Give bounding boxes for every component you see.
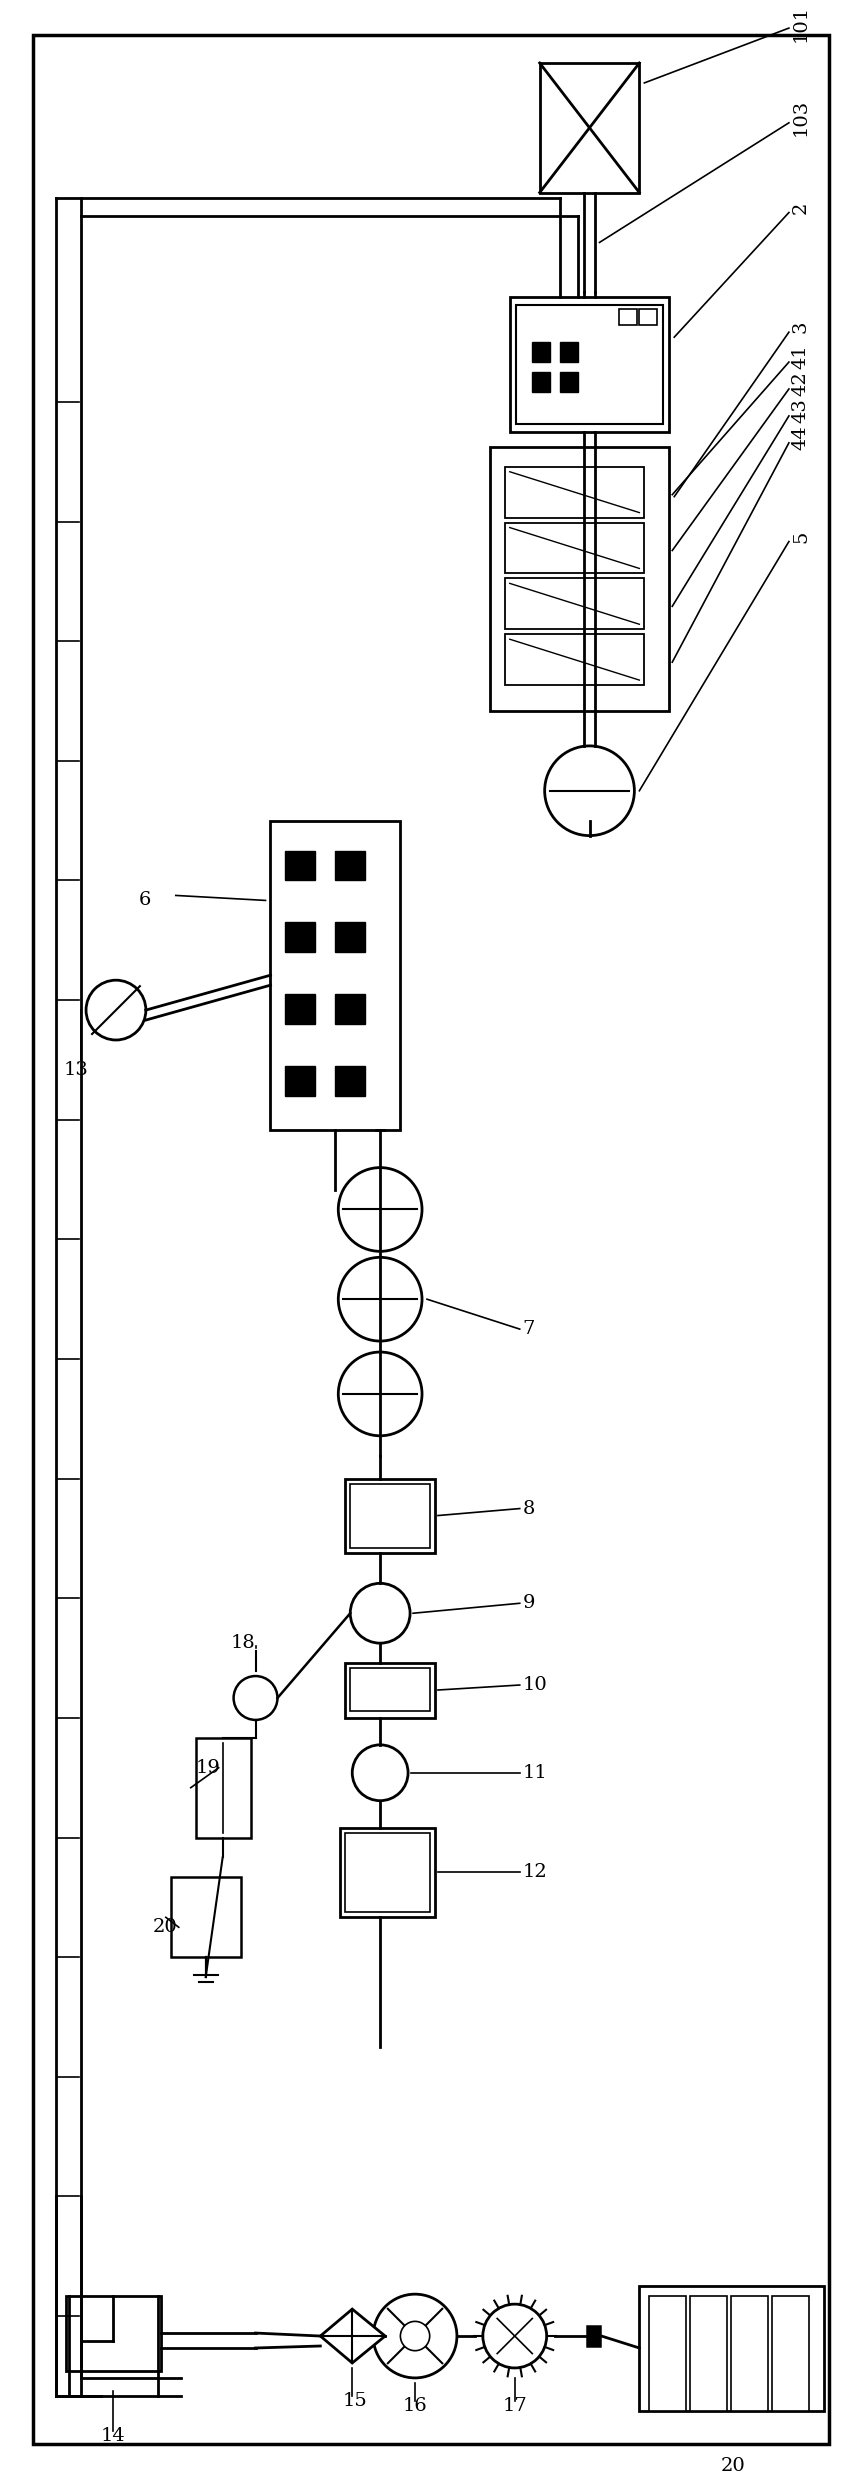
- Polygon shape: [320, 2310, 385, 2362]
- Bar: [516, 305, 664, 423]
- Text: 43: 43: [792, 399, 809, 423]
- Bar: [505, 579, 645, 629]
- Text: 8: 8: [523, 1500, 535, 1518]
- Bar: [587, 2325, 601, 2345]
- Text: 16: 16: [403, 2397, 428, 2414]
- Text: 6: 6: [139, 891, 151, 909]
- Text: 5: 5: [792, 530, 809, 542]
- Circle shape: [352, 1746, 408, 1800]
- Circle shape: [234, 1676, 278, 1721]
- Circle shape: [373, 2295, 457, 2377]
- Bar: [286, 924, 315, 953]
- Bar: [505, 634, 645, 686]
- Text: 41: 41: [792, 344, 809, 369]
- Text: 103: 103: [792, 99, 809, 136]
- Circle shape: [338, 1352, 422, 1436]
- Circle shape: [338, 1258, 422, 1342]
- Text: 7: 7: [523, 1320, 535, 1337]
- Bar: [286, 1065, 315, 1097]
- Circle shape: [350, 1582, 410, 1644]
- Bar: [171, 1877, 241, 1956]
- Text: 12: 12: [523, 1864, 547, 1882]
- Text: 10: 10: [523, 1676, 547, 1694]
- Bar: [66, 2295, 161, 2372]
- Bar: [505, 468, 645, 517]
- Bar: [345, 1478, 435, 1552]
- Bar: [539, 62, 639, 193]
- Text: 2: 2: [792, 201, 809, 213]
- Bar: [505, 522, 645, 574]
- Circle shape: [482, 2305, 546, 2367]
- Bar: [532, 371, 550, 391]
- Text: 13: 13: [63, 1060, 88, 1080]
- Text: 17: 17: [503, 2397, 527, 2414]
- Text: 3: 3: [792, 322, 809, 334]
- Bar: [559, 342, 577, 361]
- Bar: [649, 2295, 686, 2412]
- Bar: [336, 995, 365, 1025]
- Text: 20: 20: [721, 2456, 746, 2474]
- Text: 20: 20: [153, 1919, 178, 1936]
- Bar: [639, 310, 658, 324]
- Text: 101: 101: [792, 5, 809, 42]
- Circle shape: [338, 1169, 422, 1250]
- Bar: [345, 1664, 435, 1718]
- Text: 15: 15: [343, 2392, 367, 2409]
- Bar: [690, 2295, 728, 2412]
- Bar: [336, 852, 365, 881]
- Text: 42: 42: [792, 371, 809, 396]
- Bar: [270, 820, 400, 1129]
- Bar: [196, 1738, 250, 1837]
- Bar: [340, 1827, 435, 1916]
- Bar: [532, 342, 550, 361]
- Text: 11: 11: [523, 1763, 547, 1783]
- Bar: [559, 371, 577, 391]
- Bar: [490, 446, 670, 711]
- Circle shape: [400, 2322, 430, 2350]
- Bar: [620, 310, 638, 324]
- Bar: [772, 2295, 809, 2412]
- Text: 14: 14: [101, 2426, 126, 2444]
- Bar: [345, 1832, 430, 1911]
- Text: 9: 9: [523, 1595, 535, 1612]
- Bar: [639, 2285, 824, 2412]
- Bar: [286, 995, 315, 1025]
- Circle shape: [545, 745, 634, 834]
- Bar: [350, 1669, 430, 1711]
- Text: 19: 19: [196, 1758, 221, 1778]
- Text: 18: 18: [230, 1634, 255, 1651]
- Bar: [286, 852, 315, 881]
- Text: 44: 44: [792, 426, 809, 451]
- Bar: [336, 924, 365, 953]
- Circle shape: [86, 980, 146, 1040]
- Bar: [336, 1065, 365, 1097]
- Bar: [731, 2295, 768, 2412]
- Bar: [350, 1483, 430, 1548]
- Bar: [510, 297, 670, 431]
